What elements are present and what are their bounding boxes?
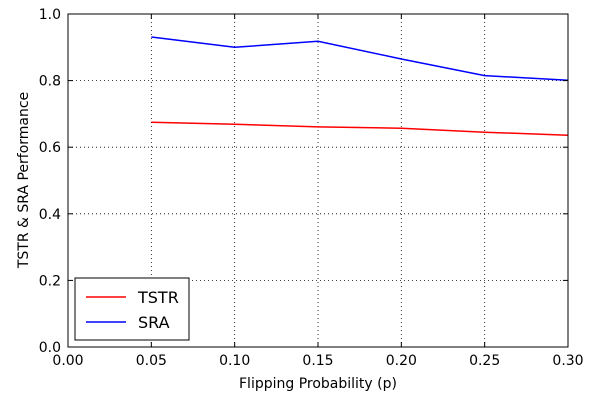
legend-sra-label: SRA — [138, 313, 170, 332]
x-tick-label: 0.20 — [386, 353, 417, 369]
grid — [68, 14, 568, 347]
x-tick-label: 0.10 — [219, 353, 250, 369]
x-axis-title: Flipping Probability (p) — [239, 376, 397, 392]
x-tick-label: 0.30 — [552, 353, 583, 369]
y-tick-label: 1.0 — [39, 7, 61, 23]
series-lines — [151, 36, 569, 136]
x-tick-label: 0.05 — [136, 353, 167, 369]
x-tick-label: 0.00 — [52, 353, 83, 369]
y-tick-label: 0.0 — [39, 340, 61, 356]
y-tick-label: 0.8 — [39, 74, 61, 90]
y-axis-title: TSTR & SRA Performance — [16, 92, 32, 269]
y-tick-label: 0.2 — [39, 273, 61, 289]
series-line-sra — [151, 36, 569, 82]
legend-tstr-label: TSTR — [137, 288, 179, 307]
y-tick-label: 0.6 — [39, 140, 61, 156]
series-line-tstr — [151, 121, 569, 136]
x-tick-label: 0.25 — [469, 353, 500, 369]
axis-ticks: 0.00 0.05 0.10 0.15 0.20 0.25 0.30 0.0 0.2 0.4 0.6… — [39, 7, 584, 369]
legend: TSTR SRA — [74, 277, 190, 341]
y-tick-label: 0.4 — [39, 207, 61, 223]
legend-box — [74, 277, 190, 341]
x-tick-label: 0.15 — [302, 353, 333, 369]
